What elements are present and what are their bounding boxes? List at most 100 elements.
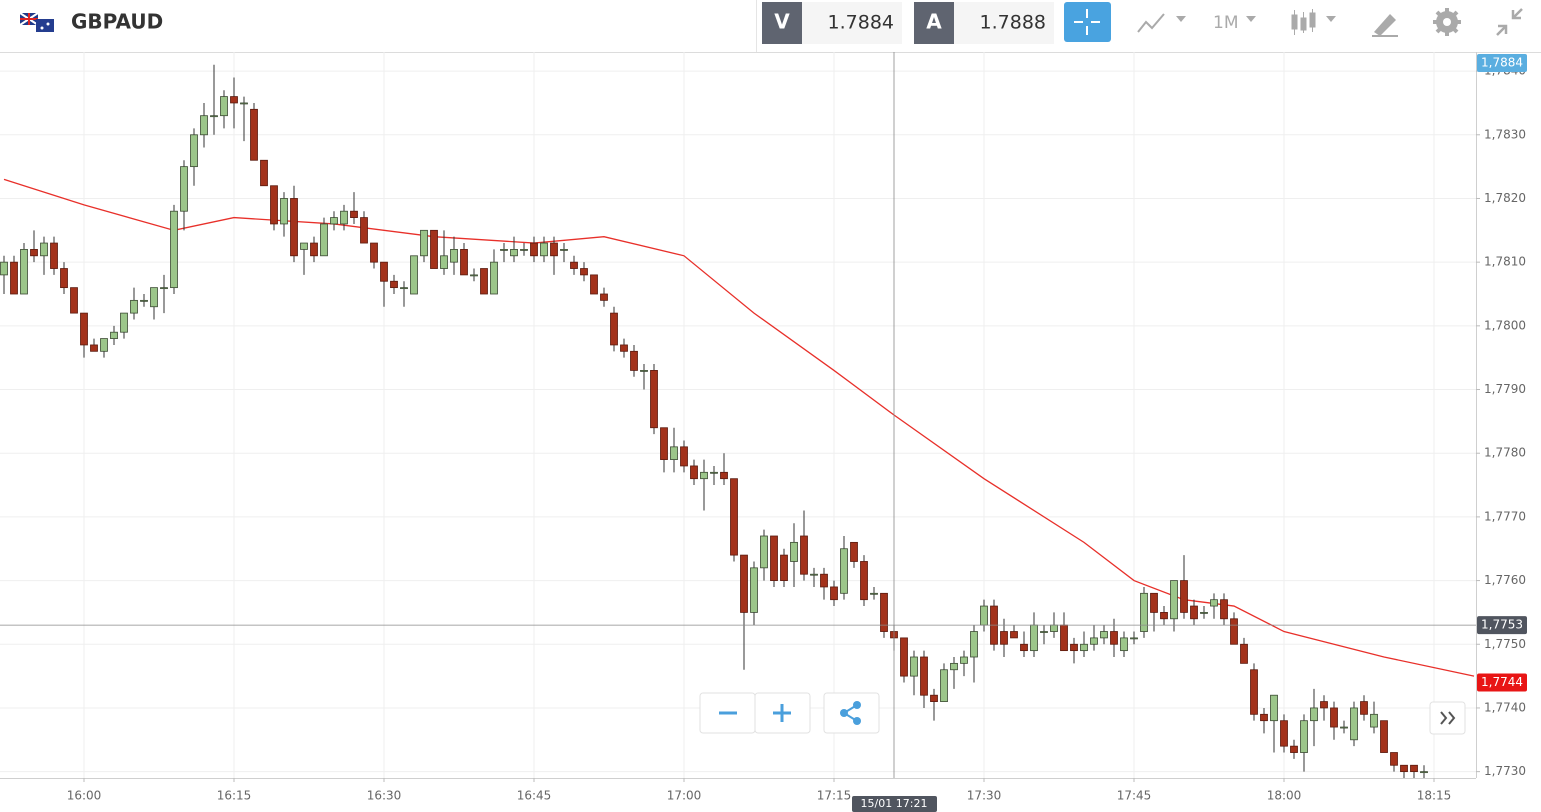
price-tag-label: 1,7744 — [1481, 675, 1523, 689]
candle-body — [1070, 643, 1078, 652]
candle-body — [300, 242, 308, 250]
candle-body — [1370, 713, 1378, 728]
candle-body — [1260, 713, 1268, 722]
candle-body — [680, 446, 688, 467]
candle-body — [1210, 599, 1218, 607]
candle-body — [900, 637, 908, 677]
x-tick-label: 16:30 — [367, 789, 402, 803]
share-button[interactable] — [823, 692, 880, 734]
plot-area: 1,7730 1,7740 1,7750 1,7760 1,7770 1,7780 1,77… — [0, 52, 1527, 812]
candle-body — [1390, 752, 1398, 766]
candle-body — [700, 471, 708, 480]
candle-body — [1310, 707, 1318, 722]
candle-body — [1400, 764, 1408, 773]
crosshair-button[interactable] — [1064, 2, 1111, 42]
x-tick-label: 17:30 — [967, 789, 1002, 803]
candle-body — [1340, 726, 1348, 729]
candle-body — [1150, 592, 1158, 613]
candle-body — [370, 242, 378, 263]
sell-label-box[interactable] — [762, 2, 802, 44]
sell-label[interactable]: V — [774, 10, 790, 34]
candle-body — [1040, 631, 1048, 633]
candle-body — [320, 223, 328, 257]
buy-label[interactable]: A — [926, 10, 942, 34]
x-tick-label: 18:15 — [1417, 789, 1452, 803]
candle-body — [20, 249, 28, 295]
sell-price-box[interactable] — [802, 2, 902, 44]
candle-body — [1170, 580, 1178, 620]
y-tick-label: 1,7730 — [1484, 764, 1526, 778]
y-tick-label: 1,7770 — [1484, 509, 1526, 523]
candle-body — [600, 293, 608, 301]
zoom-in-button[interactable] — [754, 692, 811, 734]
buy-label-box[interactable] — [914, 2, 954, 44]
x-tick-label: 17:15 — [817, 789, 852, 803]
candle-body — [860, 561, 868, 601]
candle-body — [1300, 720, 1308, 753]
settings-button[interactable] — [1433, 8, 1461, 36]
candle-body — [940, 669, 948, 702]
drawing-button[interactable] — [1372, 14, 1398, 37]
price-tag-label: 1,7753 — [1481, 618, 1523, 632]
candle-body — [770, 535, 778, 581]
candle-body — [920, 656, 928, 696]
candle-body — [1280, 720, 1288, 747]
price-tag — [1477, 54, 1527, 72]
buy-price[interactable]: 1.7888 — [980, 12, 1046, 34]
candle-body — [750, 567, 758, 613]
candle-body — [870, 592, 878, 595]
x-tick-label: 17:45 — [1117, 789, 1152, 803]
candle-style-button[interactable] — [1291, 9, 1336, 35]
collapse-button[interactable] — [1496, 8, 1523, 36]
y-tick-label: 1,7810 — [1484, 255, 1526, 269]
candle-body — [1270, 694, 1278, 722]
candle-body — [1160, 612, 1168, 620]
candle-body — [310, 242, 318, 257]
chart-type-button[interactable] — [1137, 13, 1186, 33]
y-tick-label: 1,7800 — [1484, 318, 1526, 332]
candle-body — [350, 210, 358, 218]
candle-body — [780, 554, 788, 581]
candle-body — [690, 465, 698, 480]
flag — [19, 12, 54, 32]
candle-body — [290, 198, 298, 257]
zoom-out-button[interactable] — [699, 692, 756, 734]
candle-body — [670, 446, 678, 460]
candle-body — [390, 280, 398, 289]
candle-body — [830, 586, 838, 601]
candle-body — [570, 261, 578, 269]
candle-body — [1330, 707, 1338, 728]
candle-body — [1180, 580, 1188, 613]
sell-price[interactable]: 1.7884 — [828, 12, 894, 34]
candle-body — [340, 210, 348, 225]
candle-body — [50, 242, 58, 269]
candle-body — [270, 185, 278, 225]
candle-body — [250, 108, 258, 161]
x-tick-label: 16:15 — [217, 789, 252, 803]
candle-body — [1360, 701, 1368, 715]
candle-body — [500, 249, 508, 251]
candle-body — [1240, 643, 1248, 664]
candle-body — [590, 274, 598, 295]
timeframe-arrow[interactable] — [1246, 16, 1256, 22]
candle-body — [470, 274, 478, 277]
candle-body — [930, 694, 938, 702]
candle-body — [970, 631, 978, 658]
candle-body — [1190, 605, 1198, 620]
buy-price-box[interactable] — [954, 2, 1054, 44]
candle-body — [180, 166, 188, 212]
candle-body — [130, 299, 138, 314]
candle-body — [740, 554, 748, 613]
candle-body — [550, 242, 558, 257]
candle-body — [950, 662, 958, 671]
candle-body — [720, 471, 728, 480]
candle-body — [80, 312, 88, 346]
timeframe[interactable]: 1M — [1213, 13, 1238, 33]
scroll-right-button[interactable] — [1429, 701, 1466, 735]
crosshair-time-box — [852, 796, 937, 812]
candle-body — [1020, 643, 1028, 652]
candle-body — [120, 312, 128, 333]
candle-body — [1120, 637, 1128, 652]
candle-body — [1320, 701, 1328, 709]
candle-body — [200, 115, 208, 136]
